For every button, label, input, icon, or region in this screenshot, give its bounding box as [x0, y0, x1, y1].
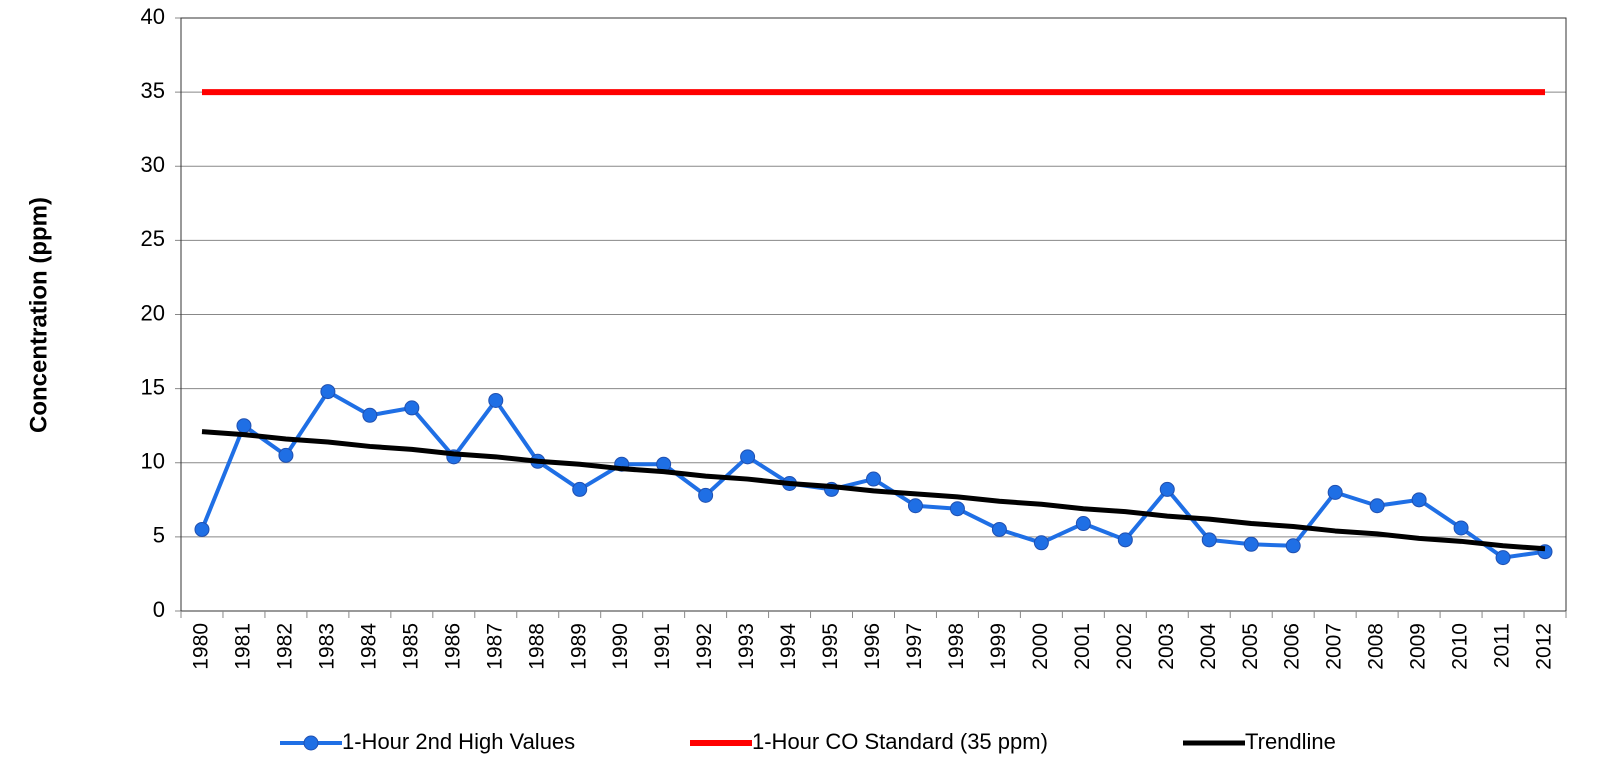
x-tick-label: 1988 — [525, 623, 548, 670]
point — [362, 407, 378, 423]
x-tick-label: 1980 — [190, 623, 213, 670]
legend-label: Trendline — [1245, 729, 1336, 754]
x-tick-label: 1995 — [819, 623, 842, 670]
point — [404, 400, 420, 416]
legend-label: 1-Hour CO Standard (35 ppm) — [752, 729, 1048, 754]
x-tick-label: 2002 — [1113, 623, 1136, 670]
point — [949, 501, 965, 517]
x-tick-label: 1994 — [777, 623, 800, 670]
legend-marker — [303, 735, 319, 751]
x-tick-label: 1984 — [357, 623, 380, 670]
point — [866, 471, 881, 487]
x-tick-label: 1981 — [232, 623, 255, 670]
x-tick-label: 2001 — [1071, 623, 1094, 670]
plot-border — [180, 17, 1567, 612]
x-tick-label: 2006 — [1281, 623, 1304, 670]
y-tick-label: 10 — [141, 449, 165, 474]
point — [1117, 532, 1133, 548]
point — [991, 521, 1007, 537]
x-tick-label: 1999 — [987, 623, 1010, 670]
x-tick-label: 2012 — [1533, 623, 1556, 670]
x-tick-label: 2004 — [1197, 623, 1220, 670]
series-line — [201, 429, 1546, 552]
point — [1201, 532, 1217, 548]
point — [1159, 481, 1175, 497]
point — [278, 447, 294, 463]
y-axis-label: Concentration (ppm) — [25, 197, 52, 433]
y-tick-label: 40 — [141, 4, 165, 29]
x-tick-label: 1998 — [945, 623, 968, 670]
point — [1033, 535, 1049, 551]
x-tick-label: 1982 — [273, 623, 296, 670]
y-tick-label: 30 — [141, 152, 165, 177]
y-tick-label: 25 — [141, 226, 165, 251]
point — [698, 487, 714, 503]
point — [1369, 498, 1385, 514]
point — [194, 521, 210, 537]
point — [1285, 538, 1301, 554]
y-tick-label: 0 — [153, 597, 165, 622]
x-tick-label: 1993 — [735, 623, 758, 670]
x-tick-label: 1985 — [399, 623, 422, 670]
x-tick-label: 2003 — [1155, 623, 1178, 670]
point — [1495, 550, 1511, 566]
x-tick-label: 1986 — [441, 623, 464, 670]
point — [740, 449, 756, 465]
y-tick-label: 15 — [141, 374, 165, 399]
x-tick-label: 2005 — [1239, 623, 1262, 670]
point — [572, 481, 588, 497]
point — [320, 384, 336, 400]
x-tick-label: 2000 — [1029, 623, 1052, 670]
x-tick-label: 1991 — [651, 623, 674, 670]
y-tick-label: 20 — [141, 300, 165, 325]
x-tick-label: 2010 — [1449, 623, 1472, 670]
y-tick-label: 5 — [153, 523, 165, 548]
x-tick-label: 1983 — [315, 623, 338, 670]
point — [488, 392, 504, 408]
x-tick-label: 2008 — [1365, 623, 1388, 670]
x-tick-label: 2007 — [1323, 623, 1346, 670]
x-tick-label: 1996 — [861, 623, 884, 670]
point — [1243, 536, 1259, 552]
x-tick-label: 1990 — [609, 623, 632, 670]
x-tick-label: 2009 — [1407, 623, 1430, 670]
point — [236, 418, 252, 434]
x-tick-label: 1989 — [567, 623, 590, 670]
point — [907, 498, 923, 514]
point — [1411, 492, 1427, 508]
x-tick-label: 2011 — [1491, 623, 1514, 668]
point — [1075, 516, 1091, 532]
x-tick-label: 1987 — [483, 623, 506, 670]
y-tick-label: 35 — [141, 78, 165, 103]
x-tick-label: 1997 — [903, 623, 926, 670]
x-tick-label: 1992 — [693, 623, 716, 670]
legend-label: 1-Hour 2nd High Values — [342, 729, 575, 754]
point — [1453, 520, 1469, 536]
point — [1327, 484, 1343, 500]
